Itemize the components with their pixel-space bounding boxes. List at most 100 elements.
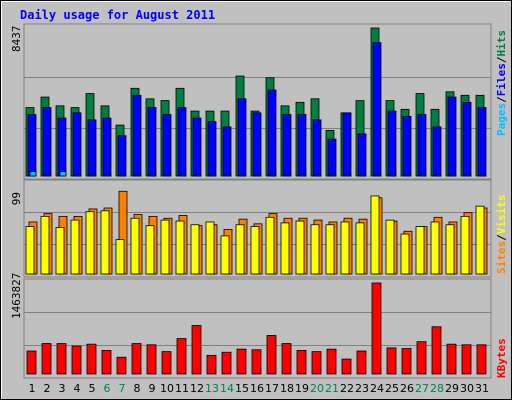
files-bar-day-24	[372, 42, 382, 177]
day-label-31: 31	[475, 382, 489, 395]
day-label-24: 24	[370, 382, 384, 395]
sites-bar-day-15	[235, 224, 245, 275]
kbytes-bar-day-30	[461, 344, 472, 375]
pages-bar-day-16	[254, 174, 262, 177]
kbytes-bar-day-28	[431, 326, 442, 375]
legend-kbytes: KBytes	[495, 338, 508, 378]
sites-bar-day-21	[325, 224, 335, 275]
files-bar-day-25	[387, 110, 397, 177]
pages-bar-day-8	[134, 174, 142, 177]
pages-bar-day-18	[284, 174, 292, 177]
day-label-15: 15	[235, 382, 249, 395]
day-label-7: 7	[119, 382, 126, 395]
pages-bar-day-14	[224, 174, 232, 177]
day-label-30: 30	[460, 382, 474, 395]
sites-bar-day-22	[340, 221, 350, 275]
sites-bar-day-8	[130, 217, 140, 275]
legend-hits: Hits	[495, 30, 508, 57]
pages-bar-day-27	[419, 174, 427, 177]
day-label-17: 17	[265, 382, 279, 395]
files-bar-day-28	[432, 126, 442, 177]
sites-bar-day-24	[370, 195, 380, 275]
day-label-26: 26	[400, 382, 414, 395]
pages-bar-day-13	[209, 174, 217, 177]
sites-bar-day-17	[265, 216, 275, 275]
kbytes-bar-day-9	[146, 344, 157, 375]
sites-bar-day-12	[190, 224, 200, 275]
pages-bar-day-5	[89, 174, 97, 177]
kbytes-bar-day-2	[41, 343, 52, 375]
sites-bar-day-3	[55, 227, 65, 275]
sites-bar-day-27	[415, 226, 425, 275]
day-label-12: 12	[190, 382, 204, 395]
kbytes-bar-day-18	[281, 343, 292, 375]
pages-bar-day-15	[239, 174, 247, 177]
files-bar-day-4	[72, 112, 82, 177]
pages-bar-day-17	[269, 174, 277, 177]
kbytes-bar-day-20	[311, 351, 322, 375]
kbytes-bar-day-17	[266, 335, 277, 375]
sites-bar-day-16	[250, 226, 260, 275]
files-bar-day-1	[27, 114, 37, 177]
files-bar-day-29	[447, 96, 457, 177]
day-label-14: 14	[220, 382, 234, 395]
chart-bars	[25, 27, 488, 375]
kbytes-bar-day-5	[86, 343, 97, 375]
sites-bar-day-9	[145, 225, 155, 275]
files-bar-day-7	[117, 135, 127, 177]
sites-bar-day-26	[400, 233, 410, 275]
pages-bar-day-28	[434, 174, 442, 177]
kbytes-bar-day-26	[401, 348, 412, 375]
day-label-29: 29	[445, 382, 459, 395]
pages-bar-day-6	[104, 174, 112, 177]
sites-bar-day-25	[385, 219, 395, 275]
sites-bar-day-5	[85, 211, 95, 275]
kbytes-bar-day-31	[476, 344, 487, 375]
pages-bar-day-2	[44, 174, 52, 177]
kbytes-bar-day-16	[251, 349, 262, 375]
kbytes-bar-day-23	[356, 350, 367, 375]
files-bar-day-23	[357, 133, 367, 177]
pages-bar-day-22	[344, 174, 352, 177]
day-label-25: 25	[385, 382, 399, 395]
pages-bar-day-12	[194, 174, 202, 177]
pages-bar-day-9	[149, 174, 157, 177]
kbytes-bar-day-14	[221, 351, 232, 375]
sites-bar-day-6	[100, 210, 110, 275]
files-bar-day-18	[282, 114, 292, 177]
kbytes-bar-day-25	[386, 347, 397, 375]
kbytes-bar-day-1	[26, 350, 37, 375]
files-bar-day-5	[87, 119, 97, 177]
day-label-3: 3	[59, 382, 66, 395]
hits-max-label: 8437	[10, 26, 23, 53]
sites-bar-day-14	[220, 235, 230, 275]
pages-bar-day-31	[479, 174, 487, 177]
kbytes-bar-day-6	[101, 349, 112, 375]
legend-separator-2: /	[495, 56, 508, 63]
files-bar-day-6	[102, 117, 112, 177]
sites-bar-day-4	[70, 219, 80, 275]
files-bar-day-31	[477, 107, 487, 177]
files-bar-day-11	[177, 107, 187, 177]
files-bar-day-15	[237, 98, 247, 177]
files-bar-day-30	[462, 101, 472, 177]
pages-bar-day-11	[179, 174, 187, 177]
day-label-27: 27	[415, 382, 429, 395]
files-bar-day-19	[297, 114, 307, 177]
sites-bar-day-7	[115, 239, 125, 275]
sites-bar-day-29	[445, 224, 455, 275]
visits-max-label: 99	[10, 192, 23, 205]
day-label-8: 8	[134, 382, 141, 395]
files-bar-day-21	[327, 138, 337, 177]
hits-legend: Pages/Files/Hits	[495, 30, 508, 136]
files-bar-day-13	[207, 121, 217, 177]
day-label-16: 16	[250, 382, 264, 395]
files-bar-day-2	[42, 107, 52, 177]
pages-bar-day-21	[329, 174, 337, 177]
pages-bar-day-23	[359, 174, 367, 177]
kbytes-bar-day-27	[416, 341, 427, 375]
sites-bar-day-18	[280, 222, 290, 275]
sites-bar-day-11	[175, 220, 185, 275]
day-labels: 1 2 3 4 5 6 7 8 9 10 11 12 13 14 15 16 17 18 19 20 21 22 23 24 2…	[29, 382, 490, 395]
kbytes-bar-day-24	[371, 282, 382, 375]
